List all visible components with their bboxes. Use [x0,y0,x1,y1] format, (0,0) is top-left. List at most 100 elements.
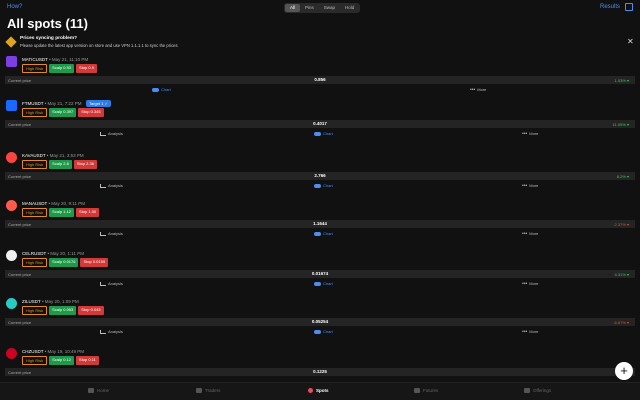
more-action[interactable]: ••• More [522,281,538,286]
filter-segmented-control: All Pins Swap Hold [284,3,361,13]
price-change: 4.31% ▾ [614,271,629,277]
segment-hold[interactable]: Hold [345,5,355,10]
chart-icon [314,131,321,136]
share-icon[interactable] [625,3,633,11]
segment-swap[interactable]: Swap [323,5,336,10]
more-action[interactable]: ••• More [522,329,538,334]
tab-spots[interactable]: Spots [308,388,329,393]
analysis-label: Analysis [108,231,123,236]
price-label: Current price [8,319,32,325]
spot-badges: High Risk Scalp 0.0176 Stop 0.0159 [22,258,109,267]
analysis-label: Analysis [108,329,123,334]
add-button[interactable]: + [615,362,633,380]
current-price: 1.1644 [313,221,327,226]
price-bar: Current price 1.1644 -2.37% ▾ [5,220,635,228]
risk-badge: High Risk [22,306,48,315]
spot-symbol-line: KAVAUSDT • May 21, 3:53 PM [22,153,84,158]
results-link[interactable]: Results [600,4,621,10]
how-link[interactable]: How? [7,4,23,10]
spot-badges: High Risk Scalp 0.12 Stop 0.11 [22,356,99,365]
analysis-action[interactable]: Analysis [100,329,123,334]
more-label: More [477,87,487,92]
analysis-icon [100,329,106,334]
more-action[interactable]: ••• More [470,87,486,92]
spot-symbol: MANAUSDT [22,201,48,206]
coin-avatar [6,100,17,111]
more-action[interactable]: ••• More [522,183,538,188]
more-action[interactable]: ••• More [522,231,538,236]
chart-action[interactable]: Chart [314,281,333,286]
chart-label: Chart [323,281,333,286]
scalp-badge: Scalp 0.0176 [49,258,79,267]
spot-symbol: CELRUSDT [22,251,47,256]
spot-symbol-line: MANAUSDT • May 20, 9:11 PM [22,201,85,206]
tab-traders[interactable]: Traders [196,388,220,393]
spot-actions: Analysis Chart ••• More [0,183,640,191]
spot-badges: High Risk Scalp 0.053 Stop 0.045 [22,306,104,315]
more-label: More [529,183,539,188]
segment-pins[interactable]: Pins [305,5,314,10]
chart-icon [314,183,321,188]
alert-title: Prices syncing problem? [20,36,78,41]
analysis-icon [100,231,106,236]
chart-label: Chart [323,131,333,136]
scalp-badge: Scalp 1.12 [49,208,75,217]
tab-home[interactable]: Home [88,388,109,393]
tab-offerings[interactable]: Offerings [524,388,551,393]
analysis-icon [100,131,106,136]
spot-actions: Analysis Chart ••• More [0,131,640,139]
target-badge[interactable]: Target 1 ✓ [86,100,111,107]
price-label: Current price [8,369,32,375]
current-price: 2.766 [314,173,326,178]
price-change: -6.67% ▾ [613,319,629,325]
price-label: Current price [8,271,32,277]
chart-action[interactable]: Chart [152,87,171,92]
more-label: More [529,231,539,236]
chart-icon [314,231,321,236]
more-label: More [529,329,539,334]
analysis-action[interactable]: Analysis [100,183,123,188]
risk-badge: High Risk [22,356,48,365]
more-icon: ••• [522,280,528,287]
risk-badge: High Risk [22,108,48,117]
more-icon: ••• [470,86,476,93]
price-change: 1.03% ▾ [614,77,629,83]
coin-avatar [6,200,17,211]
chart-action[interactable]: Chart [314,231,333,236]
tab-futures[interactable]: Futures [414,388,438,393]
stop-badge: Stop 1.00 [76,208,100,217]
analysis-action[interactable]: Analysis [100,131,123,136]
coin-avatar [6,152,17,163]
scalp-badge: Scalp 0.053 [49,306,77,315]
spot-symbol-line: CHZUSDT • May 19, 10:49 PM [22,349,84,354]
more-icon: ••• [522,328,528,335]
current-price: 0.856 [314,77,326,82]
stop-badge: Stop 0.9 [76,64,97,73]
risk-badge: High Risk [22,160,48,169]
analysis-action[interactable]: Analysis [100,281,123,286]
chart-icon [314,281,321,286]
chart-action[interactable]: Chart [314,131,333,136]
more-action[interactable]: ••• More [522,131,538,136]
chart-action[interactable]: Chart [314,329,333,334]
close-icon[interactable]: ✕ [627,37,634,46]
analysis-action[interactable]: Analysis [100,231,123,236]
price-change: 11.05% ▾ [612,121,629,127]
scalp-badge: Scalp 2.8 [49,160,72,169]
price-label: Current price [8,173,32,179]
spot-badges: High Risk Scalp 1.12 Stop 1.00 [22,208,100,217]
scalp-badge: Scalp 0.12 [49,356,75,365]
spot-date: • May 20, 1:09 PM [41,299,79,304]
current-price: 0.1225 [313,369,327,374]
coin-avatar [6,56,17,67]
stop-badge: Stop 0.345 [78,108,104,117]
chart-action[interactable]: Chart [314,183,333,188]
spot-date: • May 21, 7:22 PM [44,101,82,106]
price-bar: Current price 0.01674 4.31% ▾ [5,270,635,278]
offerings-icon [524,388,530,393]
segment-all[interactable]: All [285,4,301,12]
chart-label: Chart [323,183,333,188]
more-icon: ••• [522,130,528,137]
spot-date: • May 21, 3:53 PM [46,153,84,158]
spot-symbol-line: CELRUSDT • May 20, 1:11 PM [22,251,84,256]
